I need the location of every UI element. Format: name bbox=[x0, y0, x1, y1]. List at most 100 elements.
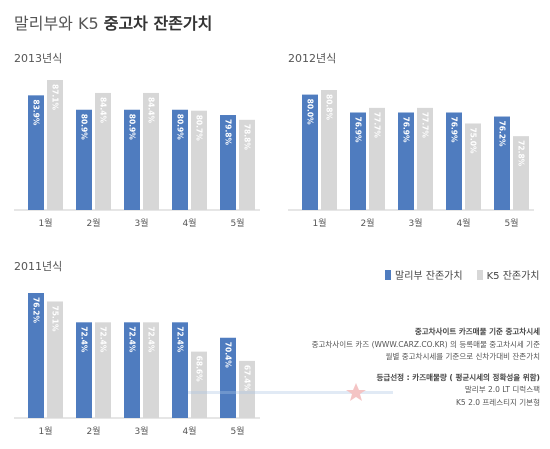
x-tick-label: 1월 bbox=[312, 217, 326, 229]
data-label-k5: 75.0% bbox=[469, 127, 478, 154]
source-line-2: 월별 중고차시세를 기준으로 신차가대비 잔존가치 bbox=[385, 352, 540, 361]
bar-k5 bbox=[239, 360, 255, 418]
grade-heading: 등급선정 : 카즈매물량 ( 평균시세의 정확성을 위함) bbox=[376, 372, 540, 382]
data-label-k5: 77.7% bbox=[373, 112, 382, 139]
x-tick-label: 1월 bbox=[38, 217, 52, 229]
chart-2013: 2013년식 83.9% 87.1% 1월 80.9% 84.4% 2월 80.9% 84.4… bbox=[14, 50, 260, 235]
data-label-malibu: 80.9% bbox=[80, 114, 89, 141]
bar-malibu bbox=[124, 109, 140, 210]
title-brand: 말리부와 K5 bbox=[14, 14, 99, 33]
bar-k5 bbox=[369, 107, 385, 210]
legend-item-malibu: 말리부 잔존가치 bbox=[385, 267, 463, 282]
data-label-malibu: 76.9% bbox=[402, 117, 411, 144]
data-label-malibu: 70.4% bbox=[224, 342, 233, 369]
bar-k5 bbox=[417, 107, 433, 210]
data-label-malibu: 72.4% bbox=[80, 326, 89, 353]
bar-malibu bbox=[446, 112, 462, 210]
source-line-1: 중고차사이트 카즈 (WWW.CARZ.CO.KR) 의 등록매물 중고차시세 … bbox=[311, 339, 540, 349]
chart-svg: 76.2% 75.1% 1월 72.4% 72.4% 2월 72.4% 72.4% 3월 72.4… bbox=[14, 293, 260, 437]
data-label-malibu: 83.9% bbox=[32, 99, 41, 126]
legend-item-k5: K5 잔존가치 bbox=[476, 267, 540, 282]
legend-swatch-k5 bbox=[476, 269, 483, 280]
data-label-k5: 80.7% bbox=[195, 115, 204, 142]
bar-k5 bbox=[95, 92, 111, 210]
x-tick-label: 3월 bbox=[134, 425, 148, 437]
data-label-k5: 87.1% bbox=[51, 84, 60, 111]
bar-malibu bbox=[124, 322, 140, 418]
bar-k5 bbox=[143, 92, 159, 210]
data-label-malibu: 72.4% bbox=[176, 326, 185, 353]
x-tick-label: 2월 bbox=[86, 425, 100, 437]
data-label-k5: 84.4% bbox=[99, 97, 108, 124]
chart-2012: 2012년식 80.0% 80.8% 1월 76.9% 77.7% 2월 76.9% 77.7… bbox=[288, 50, 534, 235]
x-tick-label: 1월 bbox=[38, 425, 52, 437]
data-label-k5: 72.4% bbox=[99, 326, 108, 353]
x-tick-label: 3월 bbox=[134, 217, 148, 229]
data-label-malibu: 76.2% bbox=[498, 121, 507, 148]
data-label-malibu: 76.9% bbox=[450, 117, 459, 144]
bar-malibu bbox=[172, 109, 188, 210]
legend: 말리부 잔존가치 K5 잔존가치 bbox=[385, 267, 540, 282]
data-label-malibu: 80.0% bbox=[306, 99, 315, 126]
bar-malibu bbox=[302, 94, 318, 210]
legend-swatch-malibu bbox=[385, 269, 391, 280]
chart-svg: 80.0% 80.8% 1월 76.9% 77.7% 2월 76.9% 77.7% 3월 76.9… bbox=[288, 90, 534, 229]
source-heading: 중고차사이트 카즈매물 기준 중고차시세 bbox=[414, 327, 540, 336]
bar-malibu bbox=[76, 109, 92, 210]
x-tick-label: 4월 bbox=[182, 217, 196, 229]
bar-malibu bbox=[494, 116, 510, 210]
data-label-malibu: 76.2% bbox=[32, 297, 41, 324]
bar-malibu bbox=[172, 322, 188, 418]
data-label-malibu: 79.8% bbox=[224, 119, 233, 146]
chart-svg: 83.9% 87.1% 1월 80.9% 84.4% 2월 80.9% 84.4% 3월 80.9… bbox=[14, 80, 260, 229]
data-label-k5: 77.7% bbox=[421, 112, 430, 139]
data-label-k5: 72.8% bbox=[517, 140, 526, 167]
data-label-k5: 80.8% bbox=[325, 94, 334, 121]
bar-k5 bbox=[47, 301, 63, 418]
legend-label-malibu: 말리부 잔존가치 bbox=[395, 271, 463, 282]
data-label-malibu: 76.9% bbox=[354, 117, 363, 144]
bar-k5 bbox=[95, 322, 111, 418]
x-tick-label: 5월 bbox=[230, 425, 244, 437]
bar-k5 bbox=[239, 119, 255, 210]
bar-malibu bbox=[28, 293, 44, 418]
bar-malibu bbox=[76, 322, 92, 418]
page-title: 말리부와 K5 중고차 잔존가치 bbox=[14, 10, 212, 34]
x-tick-label: 4월 bbox=[182, 425, 196, 437]
bar-k5 bbox=[321, 90, 337, 210]
bar-k5 bbox=[513, 136, 529, 210]
data-label-k5: 72.4% bbox=[147, 326, 156, 353]
bar-malibu bbox=[220, 337, 236, 418]
bar-malibu bbox=[28, 95, 44, 210]
data-label-malibu: 72.4% bbox=[128, 326, 137, 353]
data-label-k5: 84.4% bbox=[147, 97, 156, 124]
bar-k5 bbox=[465, 123, 481, 210]
legend-label-k5: K5 잔존가치 bbox=[486, 271, 540, 282]
x-tick-label: 4월 bbox=[456, 217, 470, 229]
x-tick-label: 2월 bbox=[86, 217, 100, 229]
x-tick-label: 3월 bbox=[408, 217, 422, 229]
data-label-malibu: 80.9% bbox=[176, 114, 185, 141]
data-label-k5: 78.8% bbox=[243, 124, 252, 151]
data-label-k5: 75.1% bbox=[51, 305, 60, 332]
watermark-logo bbox=[188, 383, 393, 401]
bar-malibu bbox=[350, 112, 366, 210]
bar-k5 bbox=[191, 110, 207, 210]
grade-line-2: K5 2.0 프레스티지 기본형 bbox=[456, 397, 540, 407]
data-label-malibu: 80.9% bbox=[128, 114, 137, 141]
x-tick-label: 5월 bbox=[230, 217, 244, 229]
title-main: 중고차 잔존가치 bbox=[103, 14, 213, 33]
bar-k5 bbox=[143, 322, 159, 418]
chart-title: 2013년식 bbox=[14, 52, 63, 65]
bar-malibu bbox=[398, 112, 414, 210]
chart-title: 2011년식 bbox=[14, 260, 63, 273]
chart-title: 2012년식 bbox=[288, 52, 337, 65]
bar-k5 bbox=[47, 80, 63, 210]
grade-line-1: 말리부 2.0 LT 디럭스팩 bbox=[464, 385, 540, 394]
data-label-k5: 68.6% bbox=[195, 356, 204, 383]
chart-2011: 2011년식 76.2% 75.1% 1월 72.4% 72.4% 2월 72.4% 72.4… bbox=[14, 258, 260, 438]
data-label-k5: 67.4% bbox=[243, 365, 252, 392]
x-tick-label: 2월 bbox=[360, 217, 374, 229]
x-tick-label: 5월 bbox=[504, 217, 518, 229]
notes: 중고차사이트 카즈매물 기준 중고차시세 중고차사이트 카즈 (WWW.CARZ… bbox=[300, 326, 540, 409]
